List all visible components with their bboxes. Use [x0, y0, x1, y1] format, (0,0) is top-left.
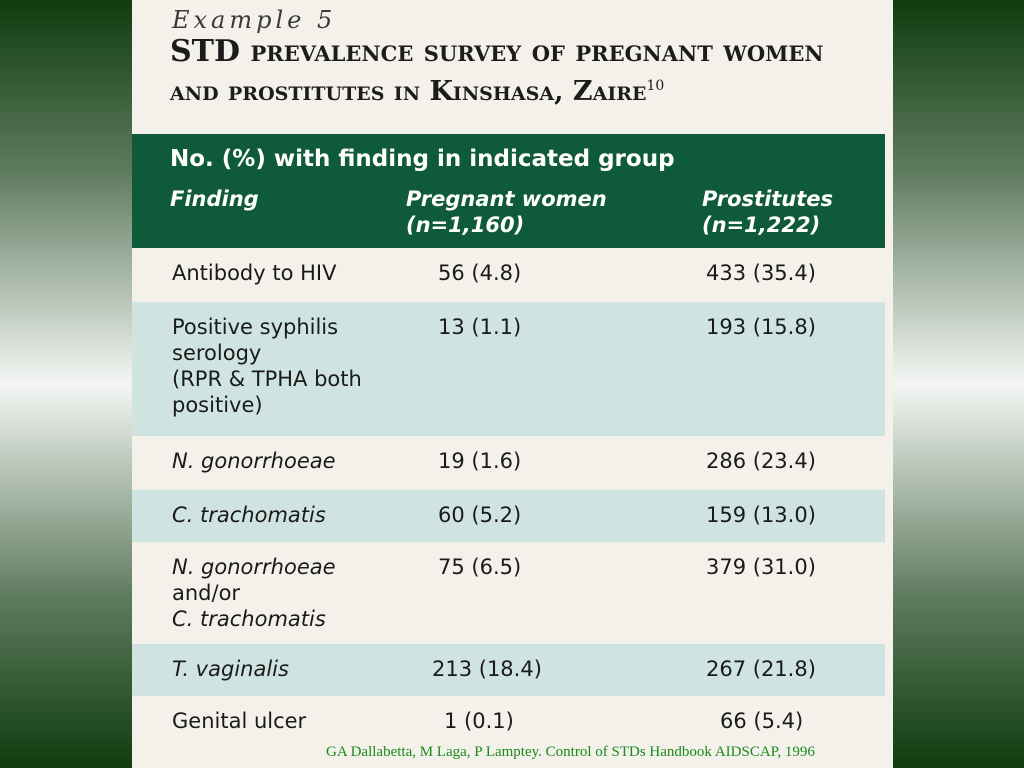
column-header-pregnant: Pregnant women (n=1,160) [406, 186, 607, 238]
table-header: No. (%) with finding in indicated group … [132, 134, 885, 248]
citation: GA Dallabetta, M Laga, P Lamptey. Contro… [326, 744, 815, 760]
table-row: Positive syphilis serology (RPR & TPHA b… [132, 302, 885, 436]
prostitutes-value: 379 (31.0) [706, 555, 816, 579]
finding-cell: N. gonorrhoeae and/or C. trachomatis [172, 554, 336, 632]
pregnant-value: 19 (1.6) [438, 449, 522, 473]
finding-cell: Positive syphilis serology (RPR & TPHA b… [172, 314, 362, 418]
page-title-line-2-text: and prostitutes in Kinshasa, Zaire [170, 76, 647, 107]
finding-cell: Antibody to HIV [172, 260, 336, 286]
finding-line: T. vaginalis [172, 657, 289, 681]
example-label: Example 5 [172, 6, 337, 34]
column-header-prostitutes: Prostitutes (n=1,222) [702, 186, 833, 238]
finding-line: Genital ulcer [172, 709, 307, 733]
scanned-page: Example 5 STD prevalence survey of pregn… [132, 0, 893, 768]
table-row: Antibody to HIV 56 (4.8) 433 (35.4) [132, 248, 885, 302]
prostitutes-value: 159 (13.0) [706, 503, 816, 527]
prostitutes-value: 66 (5.4) [720, 709, 804, 733]
column-header-pregnant-label: Pregnant women [406, 187, 607, 211]
pregnant-value: 56 (4.8) [438, 261, 522, 285]
title-reference: 10 [646, 78, 665, 94]
page-title-line-2: and prostitutes in Kinshasa, Zaire10 [170, 76, 664, 107]
finding-line: C. trachomatis [172, 503, 326, 527]
finding-line: and/or [172, 581, 241, 605]
prostitutes-value: 267 (21.8) [706, 657, 816, 681]
prostitutes-value: 193 (15.8) [706, 315, 816, 339]
finding-cell: N. gonorrhoeae [172, 448, 336, 474]
table-row: N. gonorrhoeae and/or C. trachomatis 75 … [132, 542, 885, 644]
finding-line: (RPR & TPHA both [172, 367, 362, 391]
table-row: T. vaginalis 213 (18.4) 267 (21.8) [132, 644, 885, 696]
finding-line: N. gonorrhoeae [172, 449, 336, 473]
finding-cell: Genital ulcer [172, 708, 306, 734]
table-row: C. trachomatis 60 (5.2) 159 (13.0) [132, 490, 885, 542]
pregnant-value: 213 (18.4) [432, 657, 542, 681]
finding-line: C. trachomatis [172, 607, 326, 631]
finding-cell: T. vaginalis [172, 656, 289, 682]
prostitutes-value: 286 (23.4) [706, 449, 816, 473]
column-header-pregnant-n: (n=1,160) [406, 213, 525, 237]
finding-line: N. gonorrhoeae [172, 555, 336, 579]
finding-line: Positive syphilis [172, 315, 339, 339]
finding-line: Antibody to HIV [172, 261, 337, 285]
group-header: No. (%) with finding in indicated group [170, 146, 675, 172]
pregnant-value: 13 (1.1) [438, 315, 522, 339]
table-row: Genital ulcer 1 (0.1) 66 (5.4) [132, 696, 885, 768]
finding-line: serology [172, 341, 262, 365]
table-row: N. gonorrhoeae 19 (1.6) 286 (23.4) [132, 436, 885, 490]
column-header-finding: Finding [170, 187, 259, 211]
pregnant-value: 60 (5.2) [438, 503, 522, 527]
finding-line: positive) [172, 393, 263, 417]
page-title-line-1: STD prevalence survey of pregnant women [170, 34, 824, 69]
finding-cell: C. trachomatis [172, 502, 326, 528]
column-header-prostitutes-label: Prostitutes [702, 187, 834, 211]
pregnant-value: 1 (0.1) [444, 709, 514, 733]
pregnant-value: 75 (6.5) [438, 555, 522, 579]
prostitutes-value: 433 (35.4) [706, 261, 816, 285]
column-header-prostitutes-n: (n=1,222) [702, 213, 821, 237]
